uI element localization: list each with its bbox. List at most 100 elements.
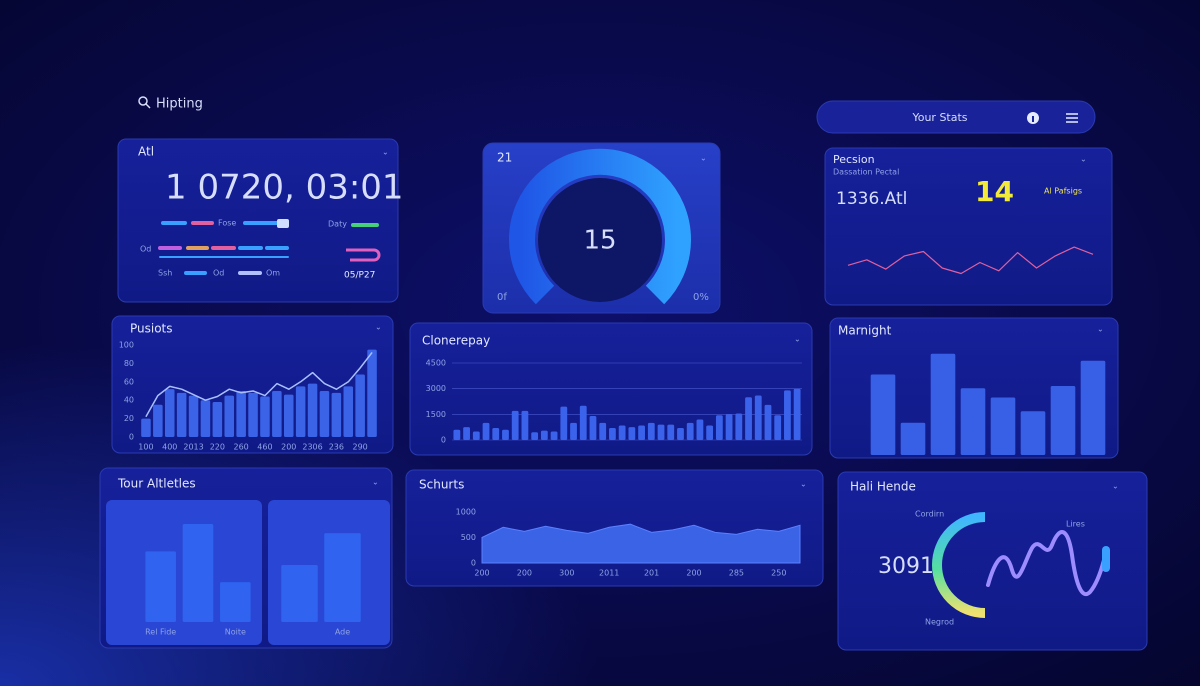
chevron[interactable]: ⌄ xyxy=(1080,155,1087,164)
bar xyxy=(745,397,752,440)
chart-title: Marnight xyxy=(838,324,892,338)
y-tick-label: 20 xyxy=(124,414,134,423)
x-tick-label: 236 xyxy=(329,443,344,452)
area xyxy=(481,523,801,564)
bar xyxy=(764,404,772,440)
y-tick-label: 80 xyxy=(124,359,134,368)
y-tick-label: 500 xyxy=(461,533,476,542)
bar xyxy=(754,395,762,440)
x-tick-label: 300 xyxy=(559,569,574,578)
bar xyxy=(531,432,539,440)
bar xyxy=(272,391,282,437)
x-tick-label: 285 xyxy=(729,569,744,578)
bar xyxy=(188,395,199,437)
chart-title: Pusiots xyxy=(130,322,173,336)
x-tick-label: 201 xyxy=(644,569,659,578)
panel-subtitle: Dassation Pectal xyxy=(833,168,899,177)
bar xyxy=(281,565,318,622)
panel-title: Tour Altletles xyxy=(117,477,196,491)
search-text: Hipting xyxy=(156,97,203,112)
bar xyxy=(145,551,176,622)
gauge-title: 21 xyxy=(497,151,512,165)
bar xyxy=(706,425,714,440)
x-tick-label: 290 xyxy=(353,443,368,452)
bar xyxy=(319,391,330,437)
bar xyxy=(283,394,294,437)
bar xyxy=(502,429,509,440)
bar xyxy=(355,374,365,437)
bar xyxy=(1080,360,1106,455)
chevron[interactable]: ⌄ xyxy=(794,335,801,344)
x-tick-label: 200 xyxy=(686,569,701,578)
bar xyxy=(990,397,1016,455)
bar xyxy=(248,392,258,437)
gauge-arc xyxy=(509,148,691,305)
x-tick-label: 220 xyxy=(210,443,225,452)
x-tick-label: 2013 xyxy=(183,443,203,452)
panel-title: Atl xyxy=(138,145,154,159)
bar xyxy=(550,431,558,440)
bar xyxy=(511,410,519,440)
bar xyxy=(540,430,548,440)
precision-metric: 1336.Atl xyxy=(836,189,907,209)
gauge-max: 0% xyxy=(693,292,709,303)
bar xyxy=(715,415,723,440)
search[interactable]: Hipting xyxy=(138,96,203,112)
bar xyxy=(870,374,896,455)
x-tick-label: 100 xyxy=(138,443,153,452)
search-icon xyxy=(138,96,148,106)
y-tick-label: 1000 xyxy=(456,508,476,517)
y-tick-label: 0 xyxy=(441,436,446,445)
y-tick-label: 0 xyxy=(471,559,476,568)
bar xyxy=(560,406,568,440)
bar xyxy=(212,402,223,437)
chevron[interactable]: ⌄ xyxy=(700,154,707,163)
stats-title: Your Stats xyxy=(911,111,967,124)
x-tick-label: 200 xyxy=(517,569,532,578)
chevron[interactable]: ⌄ xyxy=(1112,482,1119,491)
precision-highlight: 14 xyxy=(975,175,1014,208)
bar xyxy=(599,422,607,440)
halo-marker xyxy=(1102,546,1110,572)
halo-label: Lires xyxy=(1066,520,1085,529)
clonerepay-panel xyxy=(409,322,813,456)
clock-label: Daty xyxy=(328,220,347,229)
x-tick-label: Rel Fide xyxy=(145,628,176,637)
x-tick-label: 250 xyxy=(771,569,786,578)
y-tick-label: 1500 xyxy=(426,410,446,419)
bar xyxy=(521,410,529,440)
panel-chevrons[interactable]: ⌄ ⌄ ⌄ ⌄ ⌄ ⌄ ⌄ ⌄ ⌄ xyxy=(372,148,1119,491)
bar xyxy=(930,353,956,455)
chevron[interactable]: ⌄ xyxy=(800,480,807,489)
chevron[interactable]: ⌄ xyxy=(382,148,389,157)
chevron[interactable]: ⌄ xyxy=(1097,325,1104,334)
y-tick-label: 40 xyxy=(124,396,134,405)
bar xyxy=(686,422,694,440)
bar xyxy=(657,424,665,440)
clock-decor xyxy=(158,219,379,275)
chevron[interactable]: ⌄ xyxy=(372,478,379,487)
clock-label: Ssh xyxy=(158,269,172,278)
line xyxy=(847,246,1094,275)
bar xyxy=(331,392,342,437)
x-tick-label: 460 xyxy=(257,443,272,452)
bar xyxy=(1020,411,1046,455)
menu-icon[interactable] xyxy=(1066,113,1078,123)
bar xyxy=(472,431,480,440)
bar xyxy=(784,390,791,440)
bar xyxy=(260,396,270,437)
bar xyxy=(735,413,743,440)
chevron[interactable]: ⌄ xyxy=(375,323,382,332)
precision-note: Al Pafsigs xyxy=(1044,187,1082,196)
bar xyxy=(628,427,636,440)
y-tick-label: 3000 xyxy=(426,384,446,393)
gauge-min: 0f xyxy=(497,292,507,303)
bar xyxy=(463,427,470,440)
clock-time: 1 0720, 03:01 xyxy=(165,168,404,208)
bar xyxy=(236,391,246,437)
clock-label: Om xyxy=(266,269,280,278)
bar xyxy=(774,415,782,440)
stats-bar[interactable] xyxy=(816,100,1096,134)
